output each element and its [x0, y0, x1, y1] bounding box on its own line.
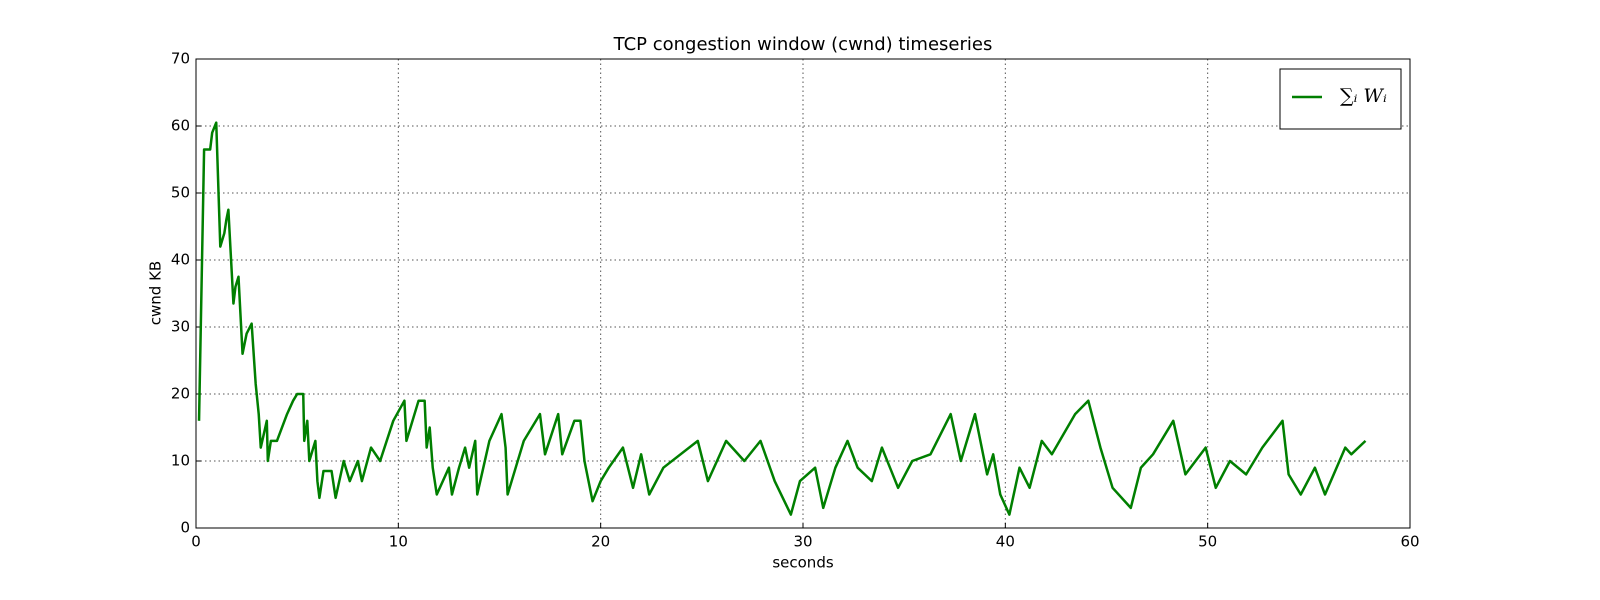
- chart-title: TCP congestion window (cwnd) timeseries: [613, 34, 993, 55]
- y-tick-label: 30: [171, 318, 190, 336]
- y-tick-label: 70: [171, 50, 190, 68]
- y-tick-label: 60: [171, 117, 190, 135]
- legend-label: ∑ᵢ Wᵢ: [1340, 85, 1387, 107]
- data-line: [197, 121, 1367, 516]
- x-tick-label: 10: [389, 533, 408, 551]
- y-tick-label: 20: [171, 385, 190, 403]
- x-tick-label: 20: [591, 533, 610, 551]
- x-tick-label: 40: [996, 533, 1015, 551]
- x-tick-label: 60: [1400, 533, 1419, 551]
- y-axis-label: cwnd KB: [147, 261, 165, 325]
- plot-frame: [195, 58, 1411, 529]
- x-tick-label: 0: [191, 533, 201, 551]
- x-tick-label: 50: [1198, 533, 1217, 551]
- y-tick-label: 50: [171, 184, 190, 202]
- x-tick-label: 30: [793, 533, 812, 551]
- y-tick-label: 10: [171, 452, 190, 470]
- x-axis-label: seconds: [772, 554, 833, 572]
- legend-box: [1279, 68, 1402, 130]
- y-tick-label: 0: [180, 519, 190, 537]
- y-tick-label: 40: [171, 251, 190, 269]
